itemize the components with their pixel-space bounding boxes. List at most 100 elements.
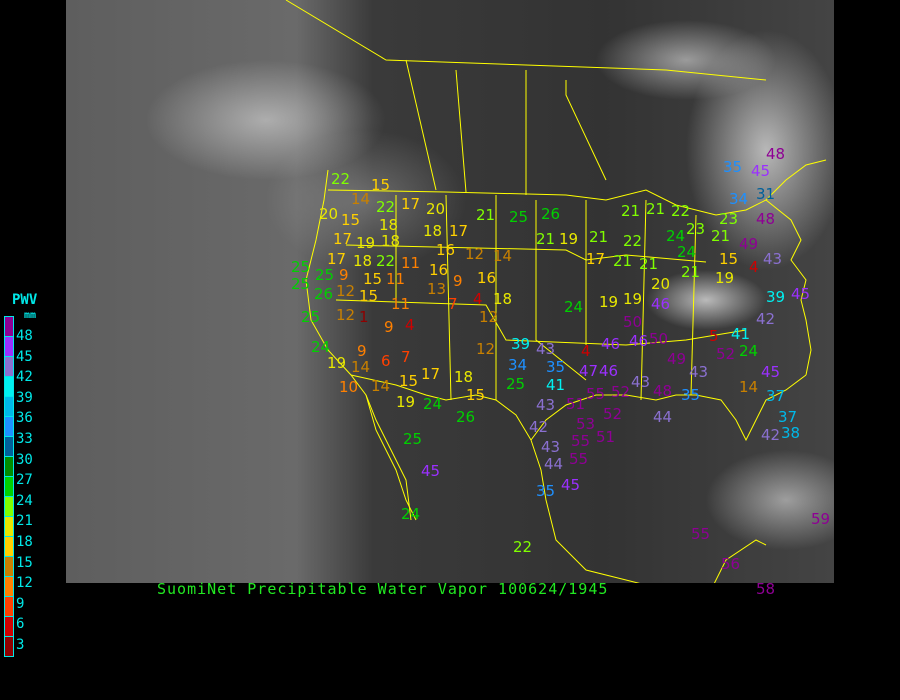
state-line	[335, 299, 747, 346]
station-pwv-value: 43	[631, 373, 651, 391]
legend-swatch	[4, 377, 14, 397]
baja	[365, 394, 417, 521]
station-pwv-value: 24	[677, 243, 697, 261]
legend-swatch	[4, 457, 14, 477]
station-pwv-value: 50	[623, 313, 643, 331]
station-pwv-value: 25	[301, 308, 321, 326]
station-pwv-value: 14	[351, 358, 371, 376]
legend-swatch	[4, 497, 14, 517]
station-pwv-value: 21	[639, 255, 659, 273]
station-pwv-value: 24	[666, 227, 686, 245]
station-pwv-value: 21	[711, 227, 731, 245]
station-pwv-value: 41	[731, 325, 751, 343]
station-pwv-value: 4	[473, 290, 483, 308]
station-pwv-value: 4	[749, 258, 759, 276]
station-pwv-value: 42	[529, 418, 549, 436]
station-pwv-value: 12	[336, 306, 356, 324]
color-legend	[4, 316, 14, 657]
station-pwv-value: 25	[315, 266, 335, 284]
station-pwv-value: 23	[686, 220, 706, 238]
station-pwv-value: 46	[651, 295, 671, 313]
canada-province-line	[455, 69, 467, 193]
station-pwv-value: 19	[623, 290, 643, 308]
station-pwv-value: 19	[715, 269, 735, 287]
station-pwv-value: 58	[756, 580, 776, 598]
station-pwv-value: 24	[401, 505, 421, 523]
station-pwv-value: 16	[436, 241, 456, 259]
legend-label: 6	[16, 616, 25, 633]
station-pwv-value: 46	[601, 335, 621, 353]
station-pwv-value: 15	[359, 287, 379, 305]
station-pwv-value: 12	[476, 340, 496, 358]
station-pwv-value: 25	[509, 208, 529, 226]
station-pwv-value: 25	[403, 430, 423, 448]
station-pwv-value: 24	[311, 338, 331, 356]
station-pwv-value: 31	[756, 185, 776, 203]
legend-swatch	[4, 437, 14, 457]
station-pwv-value: 19	[396, 393, 416, 411]
station-pwv-value: 21	[589, 228, 609, 246]
station-pwv-value: 15	[371, 176, 391, 194]
station-pwv-value: 20	[426, 200, 446, 218]
state-line	[445, 194, 452, 401]
station-pwv-value: 45	[561, 476, 581, 494]
station-pwv-value: 17	[333, 230, 353, 248]
station-pwv-value: 51	[566, 395, 586, 413]
station-pwv-value: 17	[586, 250, 606, 268]
station-pwv-value: 49	[739, 235, 759, 253]
station-pwv-value: 43	[536, 396, 556, 414]
station-pwv-value: 21	[681, 263, 701, 281]
mexico-coast	[530, 439, 767, 583]
station-pwv-value: 15	[719, 250, 739, 268]
station-pwv-value: 22	[513, 538, 533, 556]
legend-label: 24	[16, 492, 33, 509]
station-pwv-value: 35	[681, 386, 701, 404]
legend-swatch	[4, 637, 14, 657]
canada-province-line	[405, 59, 437, 191]
station-pwv-value: 5	[709, 327, 719, 345]
station-pwv-value: 9	[453, 272, 463, 290]
legend-label: 15	[16, 554, 33, 571]
station-pwv-value: 42	[761, 426, 781, 444]
station-pwv-value: 23	[719, 210, 739, 228]
station-pwv-value: 39	[766, 288, 786, 306]
station-pwv-value: 25	[506, 375, 526, 393]
station-pwv-value: 21	[621, 202, 641, 220]
station-pwv-value: 14	[371, 377, 391, 395]
station-pwv-value: 10	[339, 378, 359, 396]
station-pwv-value: 47	[579, 362, 599, 380]
legend-swatch	[4, 417, 14, 437]
station-pwv-value: 7	[448, 295, 458, 313]
station-pwv-value: 7	[401, 348, 411, 366]
station-pwv-value: 55	[571, 432, 591, 450]
station-pwv-value: 15	[466, 386, 486, 404]
station-pwv-value: 9	[357, 342, 367, 360]
station-pwv-value: 11	[386, 270, 406, 288]
station-pwv-value: 52	[716, 345, 736, 363]
station-pwv-value: 15	[399, 372, 419, 390]
station-pwv-value: 14	[351, 190, 371, 208]
station-pwv-value: 56	[721, 555, 741, 573]
station-pwv-value: 49	[667, 350, 687, 368]
station-pwv-value: 48	[766, 145, 786, 163]
station-pwv-value: 20	[319, 205, 339, 223]
station-pwv-value: 55	[691, 525, 711, 543]
legend-label: 30	[16, 451, 33, 468]
station-pwv-value: 35	[546, 358, 566, 376]
station-pwv-value: 21	[476, 206, 496, 224]
station-pwv-value: 51	[596, 428, 616, 446]
station-pwv-value: 17	[449, 222, 469, 240]
station-pwv-value: 19	[327, 354, 347, 372]
station-pwv-value: 14	[493, 247, 513, 265]
canada-province-line	[285, 0, 767, 81]
legend-title: PWV	[12, 292, 38, 308]
station-pwv-value: 13	[427, 280, 447, 298]
station-pwv-value: 45	[791, 285, 811, 303]
legend-label: 27	[16, 472, 33, 489]
station-pwv-value: 26	[541, 205, 561, 223]
station-pwv-value: 34	[508, 356, 528, 374]
station-pwv-value: 45	[421, 462, 441, 480]
station-pwv-value: 21	[536, 230, 556, 248]
legend-label: 3	[16, 637, 25, 653]
station-pwv-value: 16	[429, 261, 449, 279]
